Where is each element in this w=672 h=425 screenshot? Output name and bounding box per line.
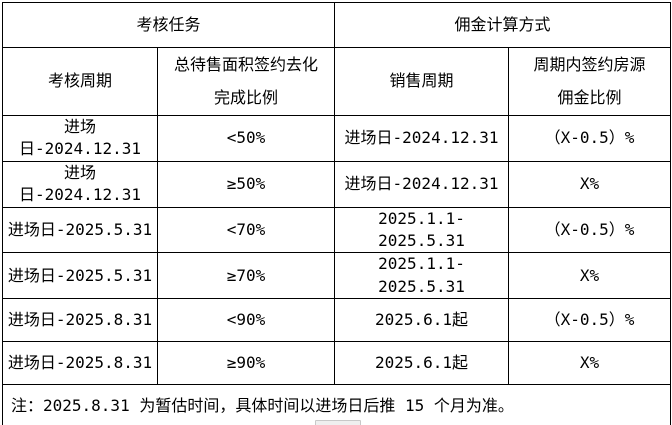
table-cell-assess-period: 进场日-2025.5.31 (2, 206, 158, 254)
table-cell-commission-rate: （X-0.5）% (508, 298, 672, 343)
table-cell-completion-ratio: ≥70% (156, 252, 336, 300)
table-row-note: 注：2025.8.31 为暂估时间，具体时间以进场日后推 15 个月为准。 (1, 384, 672, 425)
table-row: 进场日-2025.8.31 ≥90% 2025.6.1起 X% (2, 341, 672, 386)
table-row: 进场日-2025.5.31 ≥70% 2025.1.1-2025.5.31 X% (2, 252, 672, 300)
header-assessment-task: 考核任务 (1, 2, 336, 48)
header-completion-ratio: 总待售面积签约去化 完成比例 (156, 47, 336, 116)
table-cell-completion-ratio: ≥50% (156, 160, 336, 208)
table-cell-commission-rate: （X-0.5）% (508, 115, 672, 162)
table-resize-handle[interactable] (315, 420, 361, 425)
table-cell-assess-period: 进场日-2025.5.31 (2, 252, 158, 300)
table-row: 进场日-2025.8.31 <90% 2025.6.1起 （X-0.5）% (2, 298, 672, 343)
table-row: 进场日-2024.12.31 <50% 进场日-2024.12.31 （X-0.… (2, 115, 672, 162)
table-cell-commission-rate: （X-0.5）% (508, 206, 672, 254)
table-cell-completion-ratio: <70% (156, 206, 336, 254)
header-commission-rate: 周期内签约房源 佣金比例 (508, 47, 672, 116)
table-cell-sales-period: 2025.1.1-2025.5.31 (334, 206, 510, 254)
table-cell-commission-rate: X% (508, 341, 672, 386)
table-cell-completion-ratio: <90% (156, 298, 336, 343)
table-row: 进场日-2025.5.31 <70% 2025.1.1-2025.5.31 （X… (2, 206, 672, 254)
table-cell-assess-period: 进场日-2024.12.31 (2, 160, 158, 208)
table-row-header-group: 考核任务 佣金计算方式 (1, 2, 672, 48)
table-cell-commission-rate: X% (508, 160, 672, 208)
table-row: 进场日-2024.12.31 ≥50% 进场日-2024.12.31 X% (2, 160, 672, 208)
table-cell-sales-period: 2025.1.1-2025.5.31 (334, 252, 510, 300)
header-assess-period: 考核周期 (2, 47, 158, 116)
table-cell-sales-period: 进场日-2024.12.31 (334, 115, 510, 162)
table-cell-commission-rate: X% (508, 252, 672, 300)
table-cell-sales-period: 进场日-2024.12.31 (334, 160, 510, 208)
table-cell-completion-ratio: ≥90% (156, 341, 336, 386)
table-cell-sales-period: 2025.6.1起 (334, 298, 510, 343)
table-cell-assess-period: 进场日-2025.8.31 (2, 298, 158, 343)
header-commission-method: 佣金计算方式 (334, 2, 672, 48)
table-cell-assess-period: 进场日-2024.12.31 (2, 115, 158, 162)
table-cell-sales-period: 2025.6.1起 (334, 341, 510, 386)
header-sales-period: 销售周期 (334, 47, 510, 116)
table-cell-completion-ratio: <50% (156, 115, 336, 162)
table-row-header-columns: 考核周期 总待售面积签约去化 完成比例 销售周期 周期内签约房源 佣金比例 (2, 47, 672, 116)
table-cell-assess-period: 进场日-2025.8.31 (2, 341, 158, 386)
table-note: 注：2025.8.31 为暂估时间，具体时间以进场日后推 15 个月为准。 (1, 384, 672, 425)
